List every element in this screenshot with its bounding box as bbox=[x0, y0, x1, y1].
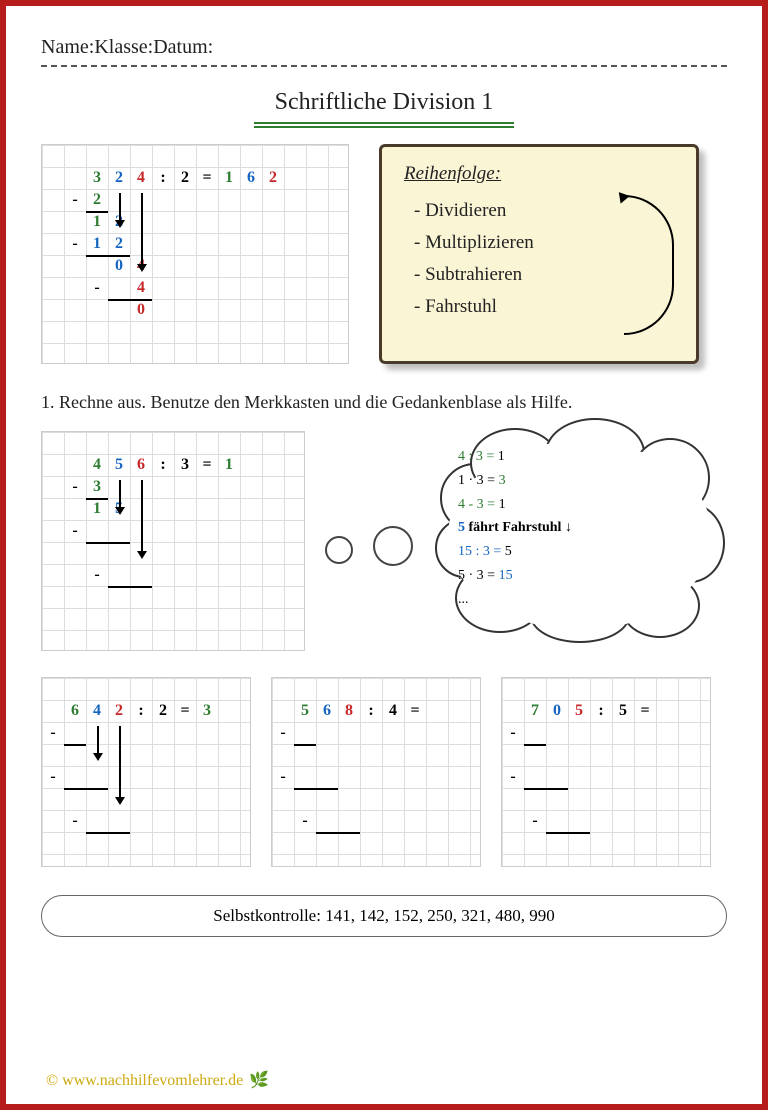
example-grid: 324:2=162-212-1204-40 bbox=[41, 144, 349, 364]
thought-steps: 4 : 3 = 11 · 3 = 34 - 3 = 15 fährt Fahrs… bbox=[458, 445, 702, 626]
datum-label: Datum: bbox=[153, 36, 213, 59]
exercise-grid-1: 456:3=1-315-- bbox=[41, 431, 305, 651]
exercise-grid-small: 642:2=3--- bbox=[41, 677, 251, 867]
leaf-icon: 🌿 bbox=[249, 1070, 269, 1090]
page-title: Schriftliche Division 1 bbox=[41, 89, 727, 116]
thought-bubble: 4 : 3 = 11 · 3 = 34 - 3 = 15 fährt Fahrs… bbox=[325, 431, 727, 651]
exercise-grid-small: 568:4=--- bbox=[271, 677, 481, 867]
small-exercises-row: 642:2=3---568:4=---705:5=--- bbox=[41, 677, 727, 867]
exercise-grid-small: 705:5=--- bbox=[501, 677, 711, 867]
klasse-label: Klasse: bbox=[94, 36, 153, 59]
header-fields: Name: Klasse: Datum: bbox=[41, 36, 727, 67]
footer-credit: © www.nachhilfevomlehrer.de🌿 bbox=[46, 1070, 269, 1090]
self-check-box: Selbstkontrolle: 141, 142, 152, 250, 321… bbox=[41, 895, 727, 937]
bubble-dot-icon bbox=[325, 536, 353, 564]
reihenfolge-box: Reihenfolge: DividierenMultiplizierenSub… bbox=[379, 144, 699, 364]
reihenfolge-title: Reihenfolge: bbox=[404, 163, 674, 185]
name-label: Name: bbox=[41, 36, 94, 59]
bubble-dot-icon bbox=[373, 526, 413, 566]
instruction-text: 1. Rechne aus. Benutze den Merkkasten un… bbox=[41, 392, 727, 413]
title-underline bbox=[254, 122, 514, 124]
